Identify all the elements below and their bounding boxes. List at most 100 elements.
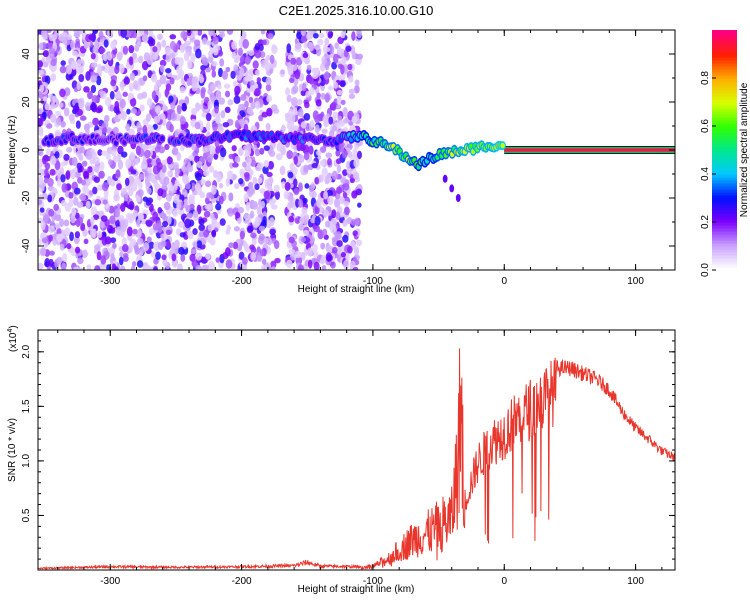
noise-cell — [81, 160, 88, 167]
noise-cell — [239, 230, 245, 240]
snr-series-line — [38, 348, 675, 570]
colorbar-swatch — [712, 57, 737, 61]
noise-cell — [119, 251, 124, 258]
noise-cell — [336, 46, 342, 56]
noise-cell — [186, 78, 191, 87]
noise-cell — [286, 259, 293, 269]
noise-cell — [312, 68, 320, 76]
noise-cell — [171, 253, 177, 262]
noise-cell — [66, 146, 73, 153]
noise-cell — [349, 177, 355, 184]
noise-cell — [343, 259, 350, 270]
figure-title: C2E1.2025.316.10.00.G10 — [279, 3, 434, 18]
colorbar-swatch — [712, 210, 737, 214]
noise-cell — [335, 231, 342, 240]
noise-cell — [128, 56, 134, 66]
noise-cell — [252, 202, 259, 210]
noise-cell — [226, 224, 232, 232]
noise-cell — [322, 228, 328, 236]
colorbar-swatch — [712, 87, 737, 91]
colorbar-swatch — [712, 237, 737, 241]
colorbar-swatch — [712, 216, 737, 220]
noise-cell — [45, 148, 51, 156]
noise-cell — [99, 47, 106, 54]
noise-cell — [224, 90, 231, 98]
noise-cell — [73, 31, 81, 38]
noise-cell — [346, 168, 353, 175]
noise-cell — [103, 63, 110, 74]
noise-cell — [314, 177, 319, 185]
noise-cell — [116, 183, 122, 191]
noise-cell — [194, 121, 201, 130]
noise-cell — [301, 206, 308, 215]
noise-cell — [98, 90, 105, 96]
colorbar-tick-label: 0.8 — [700, 71, 711, 85]
noise-cell — [50, 102, 56, 110]
noise-cell — [254, 148, 261, 157]
noise-cell — [180, 30, 188, 39]
noise-cell — [137, 188, 144, 198]
noise-cell — [340, 31, 346, 39]
noise-cell — [78, 101, 85, 109]
noise-cell — [90, 84, 97, 94]
noise-cell — [169, 34, 177, 40]
noise-cell — [168, 95, 174, 103]
noise-cell — [248, 50, 255, 57]
noise-cell — [300, 34, 308, 43]
noise-cell — [276, 153, 283, 161]
noise-cell — [108, 69, 115, 77]
colorbar-swatch — [712, 120, 737, 124]
colorbar-swatch — [712, 117, 737, 121]
noise-cell — [114, 65, 120, 74]
noise-cell — [342, 183, 350, 191]
noise-cell — [314, 124, 320, 134]
noise-cell — [174, 170, 180, 178]
noise-cell — [218, 97, 226, 105]
noise-cell — [261, 258, 267, 265]
noise-cell — [48, 33, 55, 42]
signal-cell — [160, 135, 165, 142]
colorbar-swatch — [712, 246, 737, 250]
noise-cell — [356, 30, 362, 39]
noise-cell — [234, 69, 241, 76]
noise-cell — [144, 149, 151, 159]
noise-cell — [254, 69, 261, 76]
noise-cell — [97, 184, 104, 191]
noise-cell — [210, 96, 216, 102]
noise-cell — [179, 116, 186, 125]
noise-cell — [311, 162, 318, 169]
noise-cell — [48, 258, 54, 267]
noise-cell — [83, 238, 89, 245]
noise-cell — [331, 125, 338, 132]
noise-cell — [270, 260, 277, 269]
colorbar-swatch — [712, 174, 737, 178]
colorbar-swatch — [712, 96, 737, 100]
noise-cell — [351, 31, 356, 42]
noise-cell — [343, 200, 350, 207]
noise-cell — [211, 217, 218, 225]
noise-cell — [256, 162, 264, 169]
noise-cell — [145, 219, 153, 227]
noise-cell — [259, 248, 265, 257]
noise-cell — [179, 232, 186, 238]
noise-cell — [125, 123, 131, 132]
colorbar-swatch — [712, 69, 737, 73]
noise-cell — [212, 36, 219, 45]
noise-cell — [123, 76, 130, 85]
noise-cell — [339, 80, 346, 88]
noise-cell — [138, 30, 145, 34]
noise-cell — [92, 45, 98, 56]
colorbar-swatch — [712, 123, 737, 127]
noise-cell — [42, 50, 49, 58]
noise-cell — [123, 193, 129, 202]
noise-cell — [63, 219, 70, 227]
noise-cell — [332, 53, 339, 64]
colorbar-swatch — [712, 228, 737, 232]
noise-cell — [292, 84, 299, 94]
noise-cell — [246, 225, 254, 234]
snr-xtick-label: 0 — [501, 576, 507, 587]
noise-cell — [110, 40, 117, 50]
noise-cell — [356, 150, 363, 160]
noise-cell — [197, 30, 203, 36]
